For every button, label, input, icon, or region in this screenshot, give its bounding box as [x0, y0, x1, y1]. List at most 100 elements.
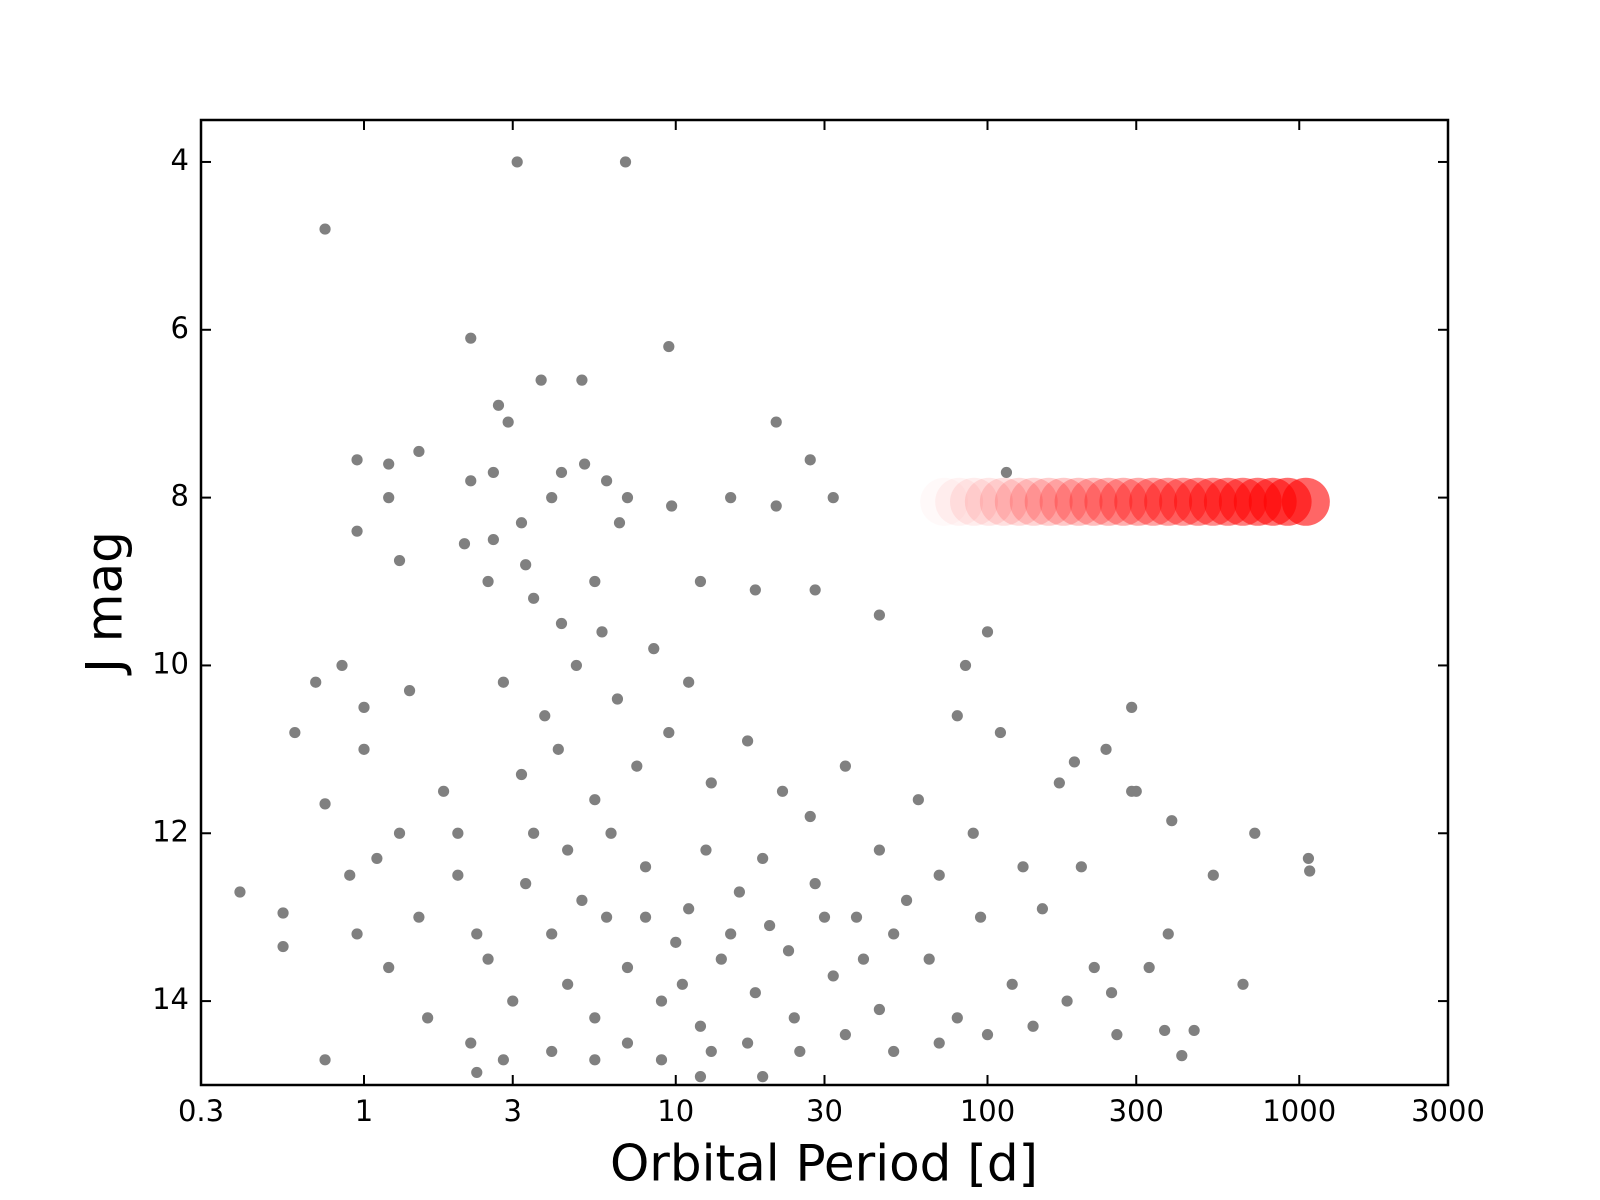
data-point	[562, 978, 574, 990]
data-point	[888, 928, 900, 940]
data-point	[725, 492, 737, 504]
data-point	[358, 743, 370, 755]
data-point	[351, 454, 363, 466]
data-point	[528, 827, 540, 839]
x-tick-label: 100	[960, 1094, 1015, 1128]
data-point	[933, 869, 945, 881]
data-point	[839, 760, 851, 772]
data-point	[994, 726, 1007, 739]
data-point	[1100, 743, 1112, 755]
data-point	[705, 777, 717, 789]
data-point	[1143, 961, 1155, 974]
highlight-point	[1159, 477, 1208, 526]
data-point	[589, 575, 601, 588]
data-point	[319, 223, 331, 235]
data-point	[589, 794, 601, 806]
data-point	[1111, 1029, 1123, 1041]
data-point	[827, 492, 839, 504]
highlight-point	[949, 477, 998, 526]
data-point	[546, 928, 558, 940]
data-point	[515, 517, 528, 529]
highlight-point	[1054, 477, 1103, 526]
data-point	[458, 538, 471, 550]
data-point	[1188, 1024, 1200, 1037]
data-point	[1237, 978, 1249, 990]
data-point	[1053, 777, 1065, 789]
data-point	[437, 785, 450, 797]
data-point	[621, 1037, 634, 1049]
data-point	[764, 919, 776, 932]
data-point	[502, 416, 514, 428]
data-point	[511, 156, 523, 168]
data-point	[888, 1045, 900, 1058]
data-point	[452, 827, 464, 839]
data-point	[1304, 865, 1316, 877]
data-point	[631, 760, 643, 772]
data-point	[576, 894, 588, 906]
data-point	[621, 961, 634, 974]
data-point	[733, 886, 745, 898]
plot-frame	[199, 118, 1450, 1087]
data-point	[757, 1071, 769, 1083]
data-point	[465, 1037, 477, 1049]
highlight-point	[1099, 477, 1148, 526]
data-point	[1105, 987, 1118, 999]
data-point	[552, 743, 564, 755]
data-point	[1036, 903, 1049, 915]
data-point	[383, 458, 395, 470]
highlight-point	[1039, 477, 1088, 526]
y-tick-label: 14	[152, 982, 189, 1016]
data-point	[694, 1071, 707, 1083]
data-point	[1068, 756, 1081, 768]
data-point	[683, 903, 695, 915]
data-point	[981, 626, 994, 638]
data-point	[619, 156, 632, 168]
data-point	[589, 1012, 601, 1024]
highlight-point	[979, 477, 1028, 526]
data-point	[613, 517, 626, 529]
highlight-point	[1069, 477, 1118, 526]
data-point	[809, 584, 821, 596]
plot-area	[234, 156, 1330, 1083]
x-tick-label: 0.3	[178, 1094, 224, 1128]
data-point	[344, 869, 356, 881]
data-point	[319, 1054, 331, 1066]
data-point	[912, 794, 924, 806]
x-tick-label: 30	[806, 1094, 843, 1128]
data-point	[520, 878, 532, 890]
data-point	[694, 1020, 707, 1032]
data-point	[1061, 995, 1073, 1007]
data-point	[827, 970, 839, 982]
x-tick-label: 300	[1109, 1094, 1164, 1128]
data-point	[715, 953, 727, 965]
x-tick-label: 3	[504, 1094, 522, 1128]
y-tick-label: 6	[171, 311, 189, 345]
data-point	[596, 626, 608, 638]
x-axis-label: Orbital Period [d]	[610, 1135, 1038, 1193]
data-point	[393, 554, 406, 567]
y-tick-label: 12	[152, 814, 189, 848]
data-point	[981, 1029, 994, 1041]
data-point	[535, 374, 547, 386]
data-point	[967, 827, 979, 839]
data-point	[310, 676, 322, 688]
data-point	[482, 953, 494, 965]
highlight-point	[1174, 477, 1223, 526]
data-point	[611, 693, 624, 705]
data-point	[1249, 827, 1261, 839]
highlight-point	[1009, 477, 1058, 526]
data-point	[676, 978, 688, 990]
data-point	[413, 911, 425, 923]
data-point	[351, 525, 363, 537]
data-point	[465, 475, 477, 487]
highlight-point	[1024, 477, 1073, 526]
x-tick-label: 10	[657, 1094, 694, 1128]
data-point	[319, 798, 331, 810]
data-point	[539, 710, 551, 722]
data-point	[576, 374, 588, 386]
data-point	[873, 609, 885, 621]
data-point	[951, 710, 963, 722]
data-point	[850, 911, 863, 923]
data-point	[600, 911, 613, 923]
